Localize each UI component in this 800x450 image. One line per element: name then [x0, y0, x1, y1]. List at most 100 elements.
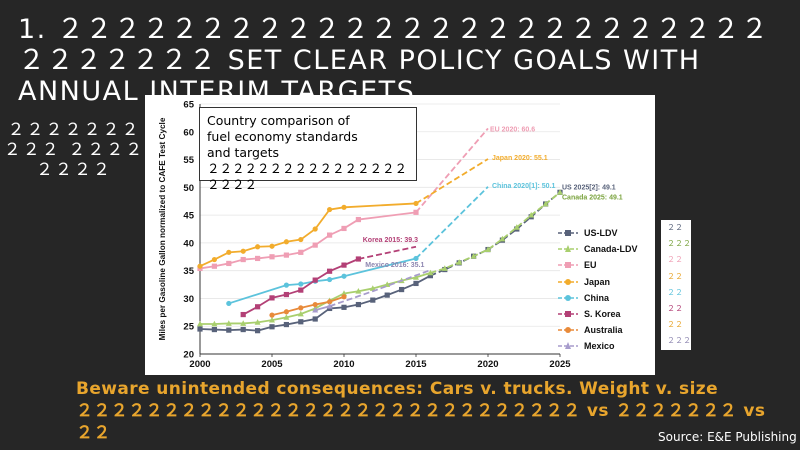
data-point-Canada-LDV [485, 246, 491, 252]
data-point-Canada-LDV [225, 320, 232, 326]
legend-item: S. Korea [558, 306, 653, 322]
data-point-EU [355, 216, 361, 223]
data-point-China [298, 281, 304, 287]
annotation-label: China 2020[1]: 50.1 [492, 183, 556, 190]
y-tick-label: 25 [183, 322, 194, 333]
data-point-EU [327, 232, 333, 238]
y-tick-label: 55 [183, 155, 194, 166]
data-point-S. Korea [240, 311, 246, 318]
data-point-EU [341, 225, 347, 232]
data-point-Canada-LDV [355, 288, 362, 294]
data-point-Japan [240, 248, 246, 254]
chart-title-line-4: ２２２２２２２２２２２２２２２２２２２２ [207, 161, 408, 192]
x-tick-label: 2010 [333, 359, 354, 370]
legend-label: S. Korea [584, 309, 621, 320]
data-point-EU [413, 209, 419, 215]
chart-title-line-3: and targets [207, 145, 280, 160]
series-line-Mexico [314, 305, 330, 311]
series-target-EU [415, 127, 489, 213]
data-point-Japan [413, 200, 419, 207]
data-point-Canada-LDV [456, 259, 463, 265]
data-point-Canada-LDV [513, 224, 520, 230]
legend-item: Australia [558, 322, 653, 338]
translated-legend-item: ２２ [667, 223, 683, 232]
legend-swatch [558, 342, 578, 350]
data-point-US-LDV [413, 280, 419, 287]
data-point-Japan [226, 249, 232, 255]
legend-item: EU [558, 257, 653, 273]
data-point-Japan [255, 244, 261, 250]
data-point-Canada-LDV [254, 319, 261, 325]
legend-swatch [558, 262, 578, 269]
data-point-EU [298, 249, 304, 255]
translated-legend-item: ２２２ [667, 336, 691, 346]
translated-legend-item: ２２ [667, 320, 683, 330]
data-point-Mexico [326, 303, 333, 309]
data-point-Canada-LDV [441, 265, 448, 271]
data-point-S. Korea [269, 295, 275, 301]
translated-legend-item: ２２２ [667, 239, 691, 249]
data-point-US-LDV [283, 321, 289, 328]
data-point-US-LDV [255, 328, 261, 334]
data-point-Canada-LDV [499, 235, 506, 242]
data-point-US-LDV [211, 326, 217, 333]
series-target-Canada-LDV [430, 191, 561, 274]
warning-text: Beware unintended consequences: Cars v. … [76, 378, 766, 444]
data-point-US-LDV [341, 304, 347, 310]
legend-swatch [558, 311, 578, 318]
chart-title-line-2: fuel economy standards [207, 129, 358, 144]
translated-legend-item: ２２ [667, 271, 683, 281]
data-point-Japan [283, 239, 289, 245]
data-point-EU [226, 260, 232, 267]
data-point-S. Korea [255, 304, 261, 310]
data-point-EU [269, 254, 275, 260]
data-point-US-LDV [240, 326, 246, 333]
data-point-US-LDV [269, 324, 275, 330]
data-point-EU [211, 263, 217, 269]
translated-legend-item: ２２ [667, 304, 683, 314]
translated-legend-item: ２２ [667, 255, 683, 265]
data-point-Japan [312, 226, 318, 232]
legend-swatch [558, 245, 578, 253]
side-caption: ２２２２２２２２２２ ２２２２２２２２ [3, 120, 145, 180]
x-tick-label: 2025 [549, 359, 571, 370]
data-point-Australia [341, 294, 347, 300]
legend-item: Canada-LDV [558, 241, 653, 257]
data-point-Japan [211, 256, 217, 263]
y-tick-label: 20 [183, 350, 194, 361]
data-point-S. Korea [341, 262, 347, 268]
x-tick-label: 2000 [189, 359, 210, 370]
data-point-S. Korea [283, 291, 289, 298]
data-point-US-LDV [384, 292, 390, 298]
data-point-Canada-LDV [542, 200, 549, 207]
data-point-Australia [298, 305, 304, 311]
data-point-Canada-LDV [269, 316, 275, 323]
series-target-US-LDV [430, 191, 561, 277]
annotation-label: Mexico 2016: 35.1 [365, 262, 424, 269]
legend-label: Canada-LDV [584, 244, 638, 255]
data-point-China [283, 282, 289, 288]
series-target-Japan [415, 158, 489, 205]
legend-label: Mexico [584, 341, 615, 352]
x-tick-label: 2005 [261, 359, 283, 370]
x-tick-label: 2020 [477, 359, 498, 370]
legend-item: US-LDV [558, 225, 653, 241]
annotation-label: Korea 2015: 39.3 [363, 237, 418, 244]
series-target-S. Korea [358, 245, 417, 260]
source-note: Source: E&E Publishing [658, 430, 797, 444]
data-point-Canada-LDV [283, 314, 290, 320]
data-point-Japan [298, 236, 304, 243]
legend-item: Mexico [558, 338, 653, 354]
y-tick-label: 50 [183, 183, 194, 194]
y-tick-label: 30 [183, 294, 194, 305]
data-point-China [341, 273, 347, 279]
data-point-S. Korea [298, 287, 304, 293]
y-axis-label: Miles per Gasoline Gallon normalized to … [158, 117, 167, 340]
data-point-Australia [327, 299, 333, 305]
data-point-US-LDV [312, 316, 318, 322]
legend-label: Australia [584, 325, 623, 336]
legend-label: Japan [584, 276, 611, 287]
legend-label: China [584, 292, 610, 303]
chart-legend: US-LDV Canada-LDV EU Japan China S. Korea Aust… [558, 225, 653, 355]
data-point-US-LDV [427, 273, 433, 279]
